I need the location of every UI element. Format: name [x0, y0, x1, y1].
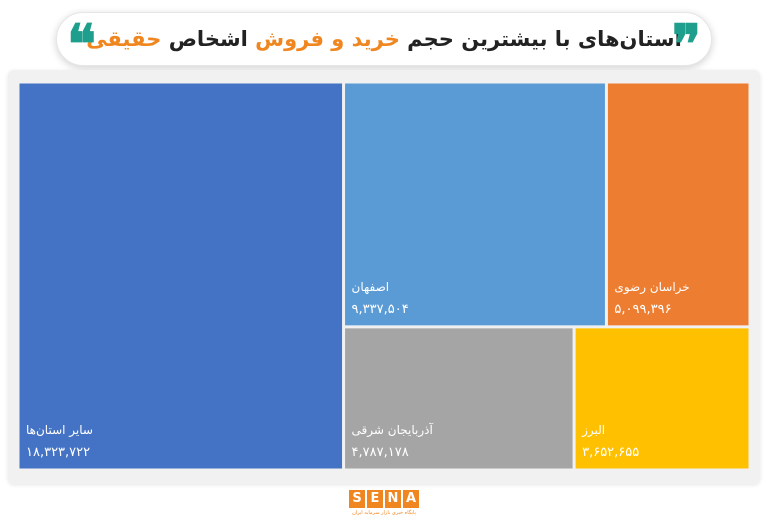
treemap-value-sayer: ۱۸,۳۲۳,۷۲۲ [26, 445, 90, 460]
treemap-rect-azarbaijan-sharghi [345, 328, 573, 469]
treemap-rect-sayer [19, 83, 343, 469]
logo-letter-e: E [367, 490, 383, 508]
chart-card: سایر استان‌ها ۱۸,۳۲۳,۷۲۲ اصفهان ۹,۳۳۷,۵۰۴ خر… [8, 70, 760, 484]
treemap-rect-khorasan-razavi [607, 83, 749, 326]
open-quote-icon: ❞ [671, 12, 701, 76]
treemap-value-azarbaijan-sharghi: ۴,۷۸۷,۱۷۸ [352, 445, 409, 460]
close-quote-icon: ❝ [67, 12, 97, 76]
logo-letters: S E N A [344, 490, 424, 508]
logo-letter-s: S [349, 490, 365, 508]
treemap-tile-sayer: سایر استان‌ها ۱۸,۳۲۳,۷۲۲ [19, 83, 343, 469]
logo-letter-a: A [403, 490, 419, 508]
treemap-rect-alborz [575, 328, 749, 469]
title-part-4: حقیقی [86, 27, 162, 51]
title-part-2: خرید و فروش [255, 27, 400, 51]
logo-tagline: پایگاه خبری بازار سرمایه ایران [352, 510, 416, 516]
title-part-3: اشخاص [168, 27, 248, 51]
treemap-name-azarbaijan-sharghi: آذربایجان شرقی [352, 422, 434, 438]
treemap-value-isfahan: ۹,۳۳۷,۵۰۴ [352, 302, 409, 317]
treemap-tile-isfahan: اصفهان ۹,۳۳۷,۵۰۴ [345, 83, 605, 326]
logo-letter-n: N [385, 490, 401, 508]
treemap-value-alborz: ۳,۶۵۲,۶۵۵ [582, 445, 639, 460]
treemap-chart: سایر استان‌ها ۱۸,۳۲۳,۷۲۲ اصفهان ۹,۳۳۷,۵۰۴ خر… [19, 83, 749, 469]
treemap-name-khorasan-razavi: خراسان رضوی [614, 280, 689, 295]
sena-logo: S E N A پایگاه خبری بازار سرمایه ایران [344, 490, 424, 526]
treemap-tile-alborz: البرز ۳,۶۵۲,۶۵۵ [575, 328, 749, 469]
treemap-name-alborz: البرز [581, 423, 605, 438]
treemap-name-isfahan: اصفهان [352, 280, 390, 294]
treemap-tile-azarbaijan-sharghi: آذربایجان شرقی ۴,۷۸۷,۱۷۸ [345, 328, 573, 469]
treemap-name-sayer: سایر استان‌ها [26, 423, 93, 438]
title-part-1: استان‌های با بیشترین حجم [407, 27, 682, 51]
title-bar: ❞ استان‌های با بیشترین حجم خرید و فروش ا… [56, 12, 712, 71]
treemap-tile-khorasan-razavi: خراسان رضوی ۵,۰۹۹,۳۹۶ [607, 83, 749, 326]
treemap-rect-isfahan [345, 83, 605, 326]
treemap-value-khorasan-razavi: ۵,۰۹۹,۳۹۶ [614, 302, 671, 317]
chart-title: استان‌های با بیشترین حجم خرید و فروش اشخ… [86, 27, 682, 51]
